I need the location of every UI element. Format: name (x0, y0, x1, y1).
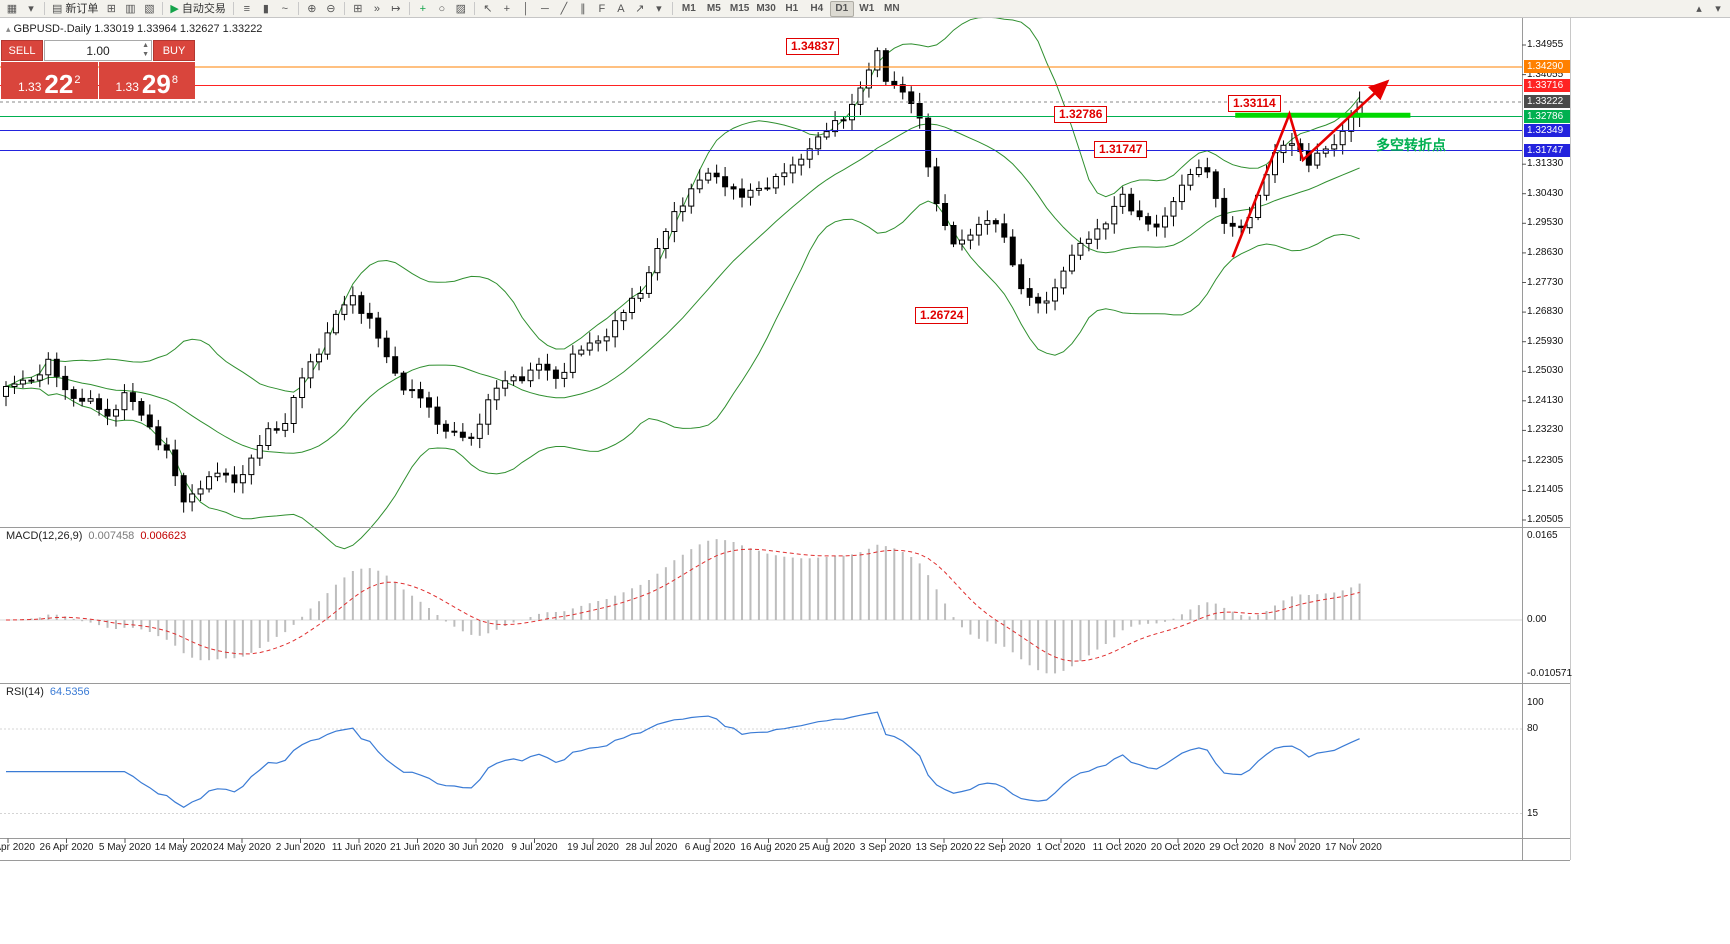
horizontal-line-icon[interactable]: ─ (540, 2, 549, 15)
toolbar-separator (473, 2, 475, 15)
toolbar-scroll-up[interactable]: ▴ (1696, 2, 1702, 15)
chart-type-dropdown[interactable]: ▾ (28, 2, 34, 15)
toolbar-separator (44, 2, 45, 15)
bars-chart-icon[interactable]: ≡ (243, 2, 251, 15)
fibonacci-icon[interactable]: F (598, 2, 606, 15)
sell-price-pipette: 2 (74, 74, 81, 86)
autotrading-button[interactable]: ▶ 自动交易 (170, 2, 226, 15)
cursor-icon[interactable]: ↖ (483, 2, 493, 15)
zoom-in-icon[interactable]: ⊕ (307, 2, 317, 15)
buy-price-button[interactable]: 1.33 29 8 (98, 62, 195, 99)
buy-button-small[interactable]: BUY (153, 40, 195, 61)
new-order-button[interactable]: ▤ 新订单 (52, 2, 99, 15)
macd-value-main: 0.007458 (88, 530, 135, 542)
timeframe-w1[interactable]: W1 (859, 2, 875, 14)
rsi-name: RSI(14) (6, 686, 44, 698)
templates-icon[interactable]: ▨ (455, 2, 467, 15)
new-order-button-label: 新订单 (65, 2, 99, 15)
shapes-dropdown[interactable]: ▾ (656, 2, 662, 15)
chart-symbol-label: ▴ GBPUSD-.Daily 1.33019 1.33964 1.32627 1… (6, 23, 262, 35)
toolbar: ▦ ▾ ▤ 新订单 ⊞ ▥ ▧ ▶ 自动交易 ≡ ▮ ~ ⊕ ⊖ ⊞ » ↦ + ○ ▨ ↖ + │ ─ ╱ ∥ F A ↗ ▾ M1 M5 M… (0, 0, 1730, 18)
buy-price-pips: 29 (141, 69, 171, 99)
candles-chart-icon[interactable]: ▮ (262, 2, 269, 15)
rsi-value: 64.5356 (49, 686, 90, 698)
tile-windows-icon[interactable]: ⊞ (353, 2, 363, 15)
market-watch-icon[interactable]: ▥ (125, 2, 136, 15)
chart-window-icon[interactable]: ⊞ (106, 2, 117, 15)
timeframe-h4[interactable]: H4 (810, 2, 824, 14)
zoom-out-icon[interactable]: ⊖ (326, 2, 336, 15)
arrows-icon[interactable]: ↗ (635, 2, 645, 15)
chart-shift-icon[interactable]: ↦ (391, 2, 401, 15)
crosshair-icon[interactable]: + (503, 2, 511, 15)
timeframe-m30[interactable]: M30 (756, 2, 776, 14)
sell-price-pips: 22 (44, 69, 74, 99)
data-window-icon[interactable]: ▧ (144, 2, 155, 15)
channel-icon[interactable]: ∥ (580, 2, 586, 15)
sell-price-button[interactable]: 1.33 22 2 (1, 62, 98, 99)
volume-spinner: ▲ ▼ (142, 42, 149, 60)
buy-price-pipette: 8 (171, 74, 178, 86)
toolbar-separator (408, 2, 410, 15)
toolbar-scroll-down[interactable]: ▾ (1715, 2, 1721, 15)
toolbar-separator (297, 2, 299, 15)
timeframe-d1[interactable]: D1 (829, 0, 854, 17)
timeframe-m15[interactable]: M15 (729, 2, 750, 14)
one-click-trading-panel: SELL 1.00 ▲ ▼ BUY 1.33 22 2 1.33 29 8 (1, 40, 195, 99)
toolbar-separator (343, 2, 345, 15)
timeframe-m5[interactable]: M5 (706, 2, 721, 14)
macd-value-signal: 0.006623 (140, 530, 187, 542)
toolbar-separator (671, 2, 673, 15)
trendline-icon[interactable]: ╱ (560, 2, 568, 15)
symbol-icon: ▴ (6, 24, 11, 34)
volume-up-icon[interactable]: ▲ (142, 42, 149, 49)
volume-down-icon[interactable]: ▼ (142, 51, 149, 58)
chart-type-icon[interactable]: ▦ (6, 2, 18, 15)
toolbar-separator (232, 2, 234, 15)
volume-stepper[interactable]: 1.00 ▲ ▼ (44, 40, 152, 61)
line-chart-icon[interactable]: ~ (281, 2, 289, 15)
sell-button-small[interactable]: SELL (1, 40, 43, 61)
toolbar-separator (162, 2, 164, 15)
buy-price-base: 1.33 (115, 80, 139, 94)
macd-name: MACD(12,26,9) (6, 530, 83, 542)
text-icon[interactable]: A (617, 2, 625, 15)
indicators-icon[interactable]: + (419, 2, 427, 15)
vertical-line-icon[interactable]: │ (522, 2, 530, 15)
sell-price-base: 1.33 (18, 80, 42, 94)
volume-value[interactable]: 1.00 (86, 43, 110, 58)
timeframe-m1[interactable]: M1 (681, 2, 696, 14)
rsi-label: RSI(14) 64.5356 (6, 686, 90, 698)
symbol-label-text: GBPUSD-.Daily 1.33019 1.33964 1.32627 1.… (13, 23, 263, 35)
timeframe-mn[interactable]: MN (884, 2, 900, 14)
macd-label: MACD(12,26,9) 0.007458 0.006623 (6, 530, 186, 542)
autotrading-button-label: 自动交易 (181, 2, 226, 15)
timeframe-h1[interactable]: H1 (785, 2, 799, 14)
periods-dropdown[interactable]: ○ (438, 2, 446, 15)
auto-scroll-icon[interactable]: » (373, 2, 380, 15)
